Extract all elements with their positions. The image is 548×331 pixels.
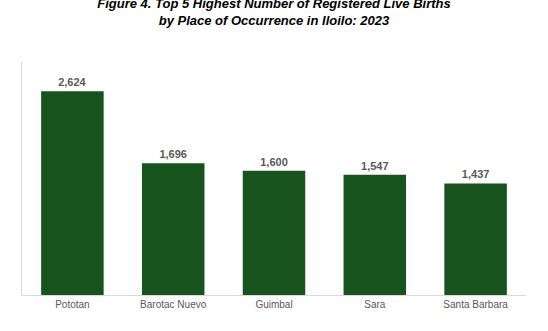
svg-text:1,600: 1,600 xyxy=(260,156,288,168)
svg-text:Barotac Nuevo: Barotac Nuevo xyxy=(140,299,207,310)
svg-text:Figure 4. Top 5 Highest Number: Figure 4. Top 5 Highest Number of Regist… xyxy=(97,0,450,28)
svg-text:2,624: 2,624 xyxy=(58,76,86,88)
svg-text:1,437: 1,437 xyxy=(462,168,490,180)
svg-text:Sara: Sara xyxy=(364,299,386,310)
svg-text:Guimbal: Guimbal xyxy=(255,299,292,310)
svg-text:1,696: 1,696 xyxy=(159,148,187,160)
svg-text:Pototan: Pototan xyxy=(55,299,89,310)
svg-text:Santa Barbara: Santa Barbara xyxy=(443,299,508,310)
svg-text:1,547: 1,547 xyxy=(361,160,389,172)
